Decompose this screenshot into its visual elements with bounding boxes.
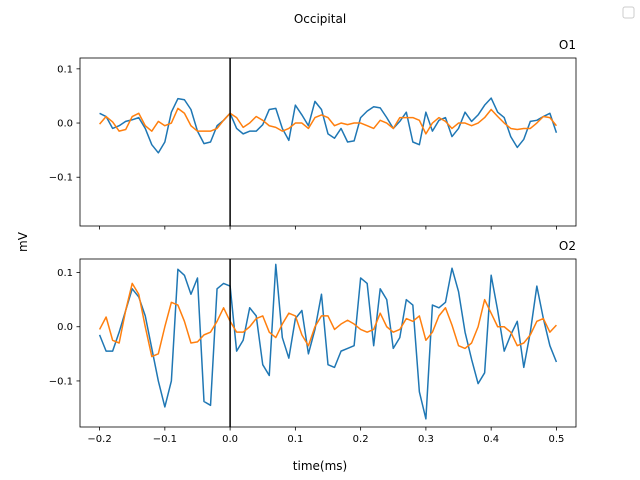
series-line-2 (99, 107, 558, 135)
x-tick-label: 0.4 (483, 434, 499, 445)
series-line-2 (98, 282, 557, 358)
subplot-title: O2 (559, 239, 576, 253)
y-tick-label: −0.1 (49, 376, 73, 387)
subplot-o1: O1 −0.1 0.0 0.1 (49, 38, 577, 230)
x-tick-label: 0.3 (418, 434, 434, 445)
subplot-title: O1 (559, 38, 576, 52)
x-axis-label: time(ms) (293, 459, 347, 473)
y-tick-label: 0.0 (57, 119, 73, 130)
x-tick-label: 0.5 (548, 434, 564, 445)
x-tick-label: −0.2 (87, 434, 111, 445)
series-line-1 (98, 263, 558, 420)
y-tick-label: −0.1 (49, 173, 73, 184)
legend-box (622, 6, 635, 19)
x-tick-label: 0.1 (287, 434, 303, 445)
y-tick-label: 0.1 (57, 64, 73, 75)
y-tick-label: 0.0 (57, 322, 73, 333)
x-tick-label: −0.1 (153, 434, 177, 445)
subplot-o2: O2 −0.2 −0.1 0.0 0.1 0.2 0.3 0.4 0.5 −0.1 0.0 0.1 (49, 239, 577, 445)
figure-suptitle: Occipital (294, 12, 346, 26)
x-tick-label: 0.2 (353, 434, 369, 445)
x-tick-label: 0.0 (222, 434, 238, 445)
y-tick-label: 0.1 (57, 268, 73, 279)
axes-frame (79, 258, 577, 428)
y-axis-label: mV (16, 231, 30, 252)
axes-frame (79, 57, 577, 227)
series-line-1 (99, 97, 558, 154)
